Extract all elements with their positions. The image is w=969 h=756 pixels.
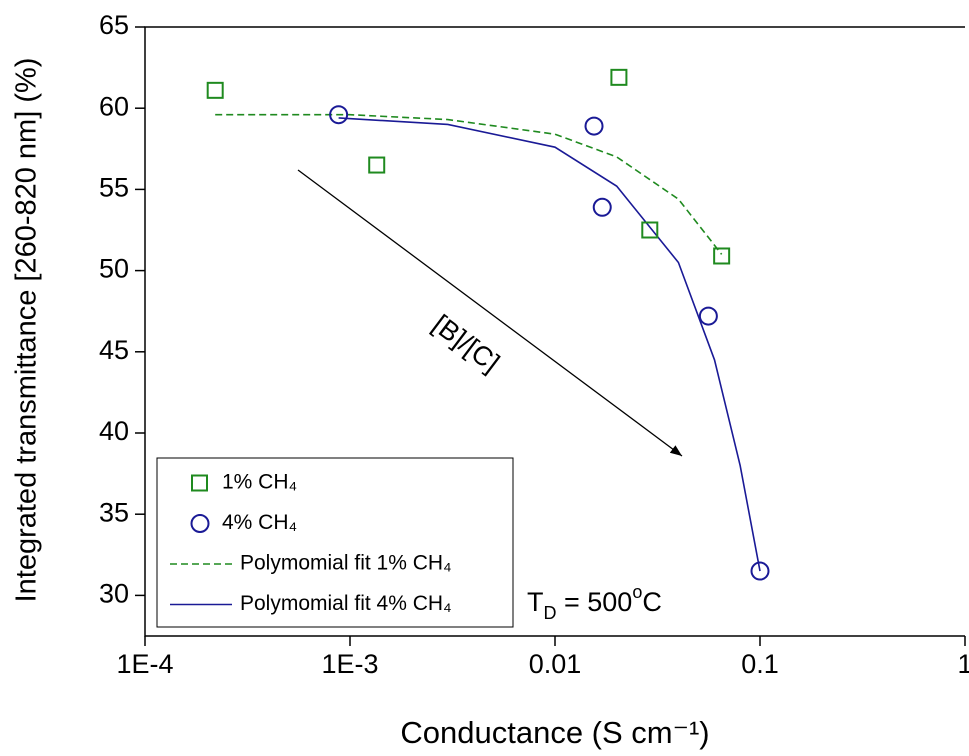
td-part: T [527,587,544,617]
x-tick-label: 1E-4 [116,649,173,679]
square-marker [641,221,659,239]
y-tick-label: 55 [99,173,129,203]
fit-line [338,117,761,572]
y-tick-label: 35 [99,497,129,527]
square-marker [368,156,386,174]
square-marker [206,81,224,99]
square-marker [713,247,731,265]
x-tick-label: 1 [957,649,969,679]
x-tick-label: 0.01 [529,649,582,679]
circle-marker [750,561,770,581]
x-axis-label: Conductance (S cm⁻¹) [400,715,709,750]
y-tick-label: 50 [99,254,129,284]
legend-label: Polymomial fit 1% CH₄ [240,552,452,575]
circle-marker [592,197,612,217]
legend-marker [190,514,210,533]
square-marker [610,68,628,86]
circle-marker [329,105,349,125]
legend-box [156,457,514,628]
fit-line [215,113,723,255]
arrow [297,169,683,457]
legend-label: Polymomial fit 4% CH₄ [240,592,452,615]
circle-marker [584,116,604,136]
y-tick-label: 45 [99,335,129,365]
td-part: o [632,582,642,602]
legend-label: 4% CH₄ [222,511,297,534]
td-annotation: TD = 500oC [527,582,662,623]
y-tick-label: 30 [99,579,129,609]
td-part: C [642,587,662,617]
y-tick-label: 65 [99,10,129,40]
td-part: D [544,603,557,623]
legend-label: 1% CH₄ [222,471,297,494]
y-tick-label: 60 [99,91,129,121]
y-axis-label: Integrated transmittance [260-820 nm] (%… [11,58,43,603]
x-tick-label: 1E-3 [321,649,378,679]
legend-marker [191,474,208,492]
arrow-label: [B]/[C] [427,309,505,378]
x-tick-label: 0.1 [741,649,779,679]
circle-marker [698,306,718,326]
td-part: = 500 [557,587,633,617]
y-tick-label: 40 [99,416,129,446]
